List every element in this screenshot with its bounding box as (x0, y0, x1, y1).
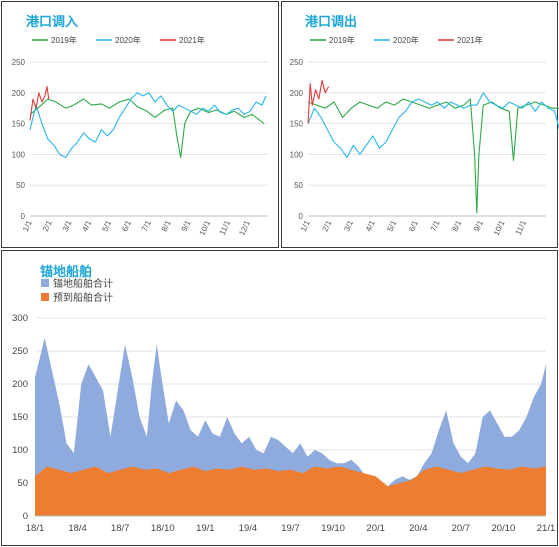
legend-label: 2019年 (329, 35, 355, 45)
x-tick-label: 1/1 (299, 219, 312, 233)
x-tick-label: 20/4 (409, 523, 428, 534)
x-tick-label: 8/1 (450, 219, 463, 233)
x-tick-label: 11/1 (514, 219, 529, 237)
x-tick-label: 2/1 (41, 219, 54, 233)
x-tick-label: 20/10 (492, 523, 516, 534)
x-tick-label: 7/1 (429, 219, 442, 233)
x-tick-label: 18/4 (68, 523, 87, 534)
x-tick-label: 5/1 (100, 219, 113, 233)
x-tick-label: 4/1 (364, 219, 377, 233)
chart-port-outbound-panel: 港口调出 0 50 100 150 200 250 1/1 2/1 3/1 4/1 5/1 6/1 7/… (281, 1, 559, 248)
y-tick-label: 50 (294, 181, 303, 190)
x-tick-label: 10/1 (492, 219, 507, 237)
chart-port-inbound: 0 50 100 150 200 250 1/1 2/1 3/1 4/1 5/1 6/1 7/1 8/1 9… (12, 35, 268, 237)
y-tick-label: 0 (299, 212, 304, 221)
x-tick-label: 19/1 (196, 523, 215, 534)
series-line (307, 79, 330, 124)
legend-label: 2021年 (179, 35, 205, 45)
series-line (307, 92, 559, 159)
chart-anchorage: 0 50 100 150 200 250 300 18/1 18/4 18/7 18/10 19/1 1… (12, 277, 556, 534)
x-tick-label: 9/1 (180, 219, 193, 233)
chart-anchorage-panel: 锚地船舶 0 50 100 150 200 250 300 18/1 18/4 18/7 18/10… (1, 250, 558, 546)
y-tick-label: 200 (12, 89, 26, 98)
x-tick-label: 19/4 (239, 523, 258, 534)
legend-swatch (41, 279, 49, 287)
chart-title-inbound: 港口调入 (26, 14, 79, 29)
y-tick-label: 250 (12, 58, 26, 67)
y-tick-label: 0 (23, 511, 28, 522)
y-tick-label: 50 (16, 181, 25, 190)
legend-label: 2020年 (393, 35, 419, 45)
y-tick-label: 150 (290, 120, 304, 129)
series-line (29, 98, 265, 159)
chart-title-outbound: 港口调出 (305, 14, 358, 29)
x-tick-label: 5/1 (385, 219, 398, 233)
x-tick-label: 3/1 (342, 219, 355, 233)
x-tick-label: 1/1 (21, 219, 34, 233)
x-tick-label: 21/1 (537, 523, 556, 534)
x-tick-label: 4/1 (80, 219, 93, 233)
x-tick-label: 18/1 (26, 523, 45, 534)
x-tick-label: 9/1 (472, 219, 485, 233)
x-tick-label: 11/1 (218, 219, 233, 237)
y-tick-label: 100 (12, 445, 28, 456)
x-tick-label: 19/7 (281, 523, 300, 534)
x-tick-label: 8/1 (160, 219, 173, 233)
x-tick-label: 10/1 (198, 219, 213, 237)
series-line (29, 92, 267, 159)
y-tick-label: 100 (290, 150, 304, 159)
series-area (35, 466, 546, 516)
x-tick-label: 20/7 (452, 523, 471, 534)
legend-label: 2020年 (115, 35, 141, 45)
y-tick-label: 250 (290, 58, 304, 67)
x-tick-label: 6/1 (407, 219, 420, 233)
y-tick-label: 150 (12, 120, 26, 129)
x-tick-label: 18/10 (151, 523, 175, 534)
x-tick-label: 20/1 (366, 523, 385, 534)
series-line (307, 98, 559, 214)
x-tick-label: 3/1 (61, 219, 74, 233)
x-tick-label: 2/1 (321, 219, 334, 233)
x-tick-label: 7/1 (140, 219, 153, 233)
y-tick-label: 250 (12, 346, 28, 357)
y-tick-label: 50 (17, 478, 28, 489)
legend-label: 2021年 (457, 35, 483, 45)
legend-swatch (41, 293, 49, 301)
legend-label: 预到船舶合计 (53, 291, 113, 304)
y-tick-label: 200 (290, 89, 304, 98)
series-line (29, 86, 50, 121)
y-tick-label: 150 (12, 412, 28, 423)
x-tick-label: 6/1 (120, 219, 133, 233)
x-tick-label: 19/10 (321, 523, 345, 534)
y-tick-label: 100 (12, 150, 26, 159)
y-tick-label: 0 (21, 212, 26, 221)
x-tick-label: 12/1 (237, 219, 252, 237)
chart-port-inbound-panel: 港口调入 0 50 100 150 200 250 1/1 2/1 3/1 4/1 5/1 6/1 7/… (1, 1, 279, 248)
y-tick-label: 200 (12, 379, 28, 390)
legend-label: 锚地船舶合计 (53, 277, 113, 290)
y-tick-label: 300 (12, 313, 28, 324)
legend-label: 2019年 (51, 35, 77, 45)
x-tick-label: 18/7 (111, 523, 130, 534)
chart-port-outbound: 0 50 100 150 200 250 1/1 2/1 3/1 4/1 5/1 6/1 7/1 8/1 9… (290, 35, 559, 237)
chart-title-anchorage: 锚地船舶 (40, 264, 93, 279)
